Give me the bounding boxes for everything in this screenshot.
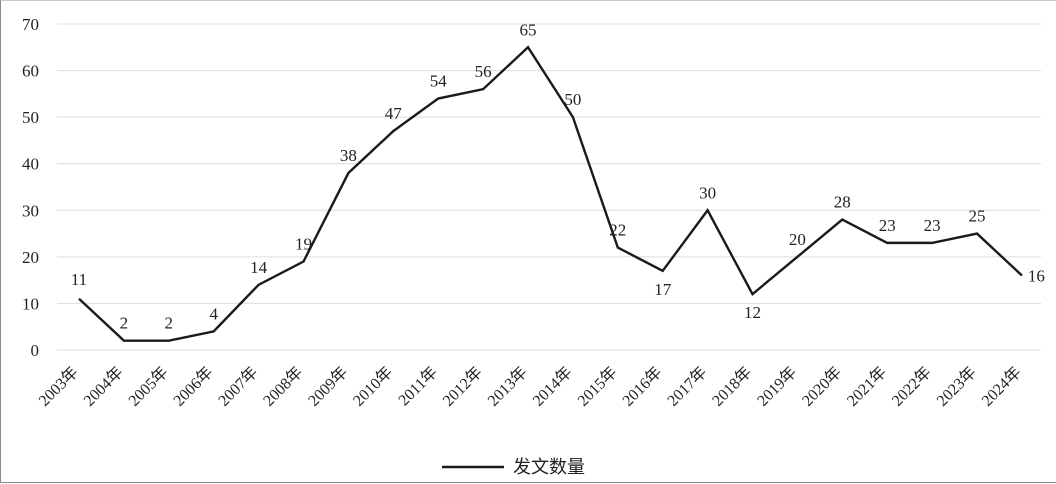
y-tick-label: 50 bbox=[22, 108, 39, 127]
x-tick-label: 2020年 bbox=[798, 363, 845, 410]
x-tick-label: 2021年 bbox=[843, 363, 890, 410]
x-tick-label: 2008年 bbox=[260, 363, 307, 410]
data-label: 23 bbox=[879, 216, 896, 235]
gridlines bbox=[57, 23, 1041, 351]
data-label: 38 bbox=[340, 146, 357, 165]
y-tick-label: 40 bbox=[22, 155, 39, 174]
x-tick-label: 2010年 bbox=[349, 363, 396, 410]
x-tick-label: 2003年 bbox=[35, 363, 82, 410]
legend: 发文数量 bbox=[442, 457, 585, 477]
x-tick-label: 2009年 bbox=[305, 363, 352, 410]
data-label: 30 bbox=[699, 183, 716, 202]
x-tick-label: 2023年 bbox=[933, 363, 980, 410]
x-tick-label: 2007年 bbox=[215, 363, 262, 410]
x-tick-label: 2017年 bbox=[664, 363, 711, 410]
data-label: 47 bbox=[385, 104, 403, 123]
x-axis-ticks: 2003年2004年2005年2006年2007年2008年2009年2010年… bbox=[35, 363, 1025, 410]
y-tick-label: 20 bbox=[22, 248, 39, 267]
data-label: 2 bbox=[165, 314, 174, 333]
x-tick-label: 2005年 bbox=[125, 363, 172, 410]
x-tick-label: 2004年 bbox=[80, 363, 127, 410]
x-tick-label: 2016年 bbox=[619, 363, 666, 410]
x-tick-label: 2019年 bbox=[754, 363, 801, 410]
x-tick-label: 2022年 bbox=[888, 363, 935, 410]
data-label: 50 bbox=[564, 90, 581, 109]
data-label: 19 bbox=[295, 235, 312, 254]
data-label: 14 bbox=[250, 258, 268, 277]
data-label: 25 bbox=[969, 207, 986, 226]
y-tick-label: 60 bbox=[22, 62, 39, 81]
data-label: 2 bbox=[120, 314, 129, 333]
data-label: 4 bbox=[209, 304, 218, 323]
x-tick-label: 2024年 bbox=[978, 363, 1025, 410]
y-tick-label: 10 bbox=[22, 294, 39, 313]
series-layer bbox=[78, 45, 1023, 342]
x-tick-label: 2014年 bbox=[529, 363, 576, 410]
data-label: 17 bbox=[654, 280, 672, 299]
x-tick-label: 2013年 bbox=[484, 363, 531, 410]
data-label: 56 bbox=[475, 62, 492, 81]
y-tick-label: 30 bbox=[22, 201, 39, 220]
data-label: 11 bbox=[71, 270, 87, 289]
data-label: 16 bbox=[1028, 266, 1045, 285]
y-tick-label: 0 bbox=[31, 341, 40, 360]
x-tick-label: 2011年 bbox=[395, 363, 441, 409]
x-tick-label: 2006年 bbox=[170, 363, 217, 410]
data-label: 23 bbox=[924, 216, 941, 235]
y-tick-label: 70 bbox=[22, 15, 39, 34]
data-label: 12 bbox=[744, 303, 761, 322]
x-tick-label: 2012年 bbox=[439, 363, 486, 410]
series-line bbox=[78, 45, 1023, 342]
data-label: 65 bbox=[520, 20, 537, 39]
data-label: 28 bbox=[834, 193, 851, 212]
y-axis-ticks: 0 10 20 30 40 50 60 70 bbox=[22, 15, 39, 360]
data-label: 54 bbox=[430, 72, 448, 91]
x-tick-label: 2018年 bbox=[709, 363, 756, 410]
data-label: 20 bbox=[789, 230, 806, 249]
x-tick-label: 2015年 bbox=[574, 363, 621, 410]
data-label: 22 bbox=[609, 221, 626, 240]
legend-label: 发文数量 bbox=[513, 457, 585, 477]
